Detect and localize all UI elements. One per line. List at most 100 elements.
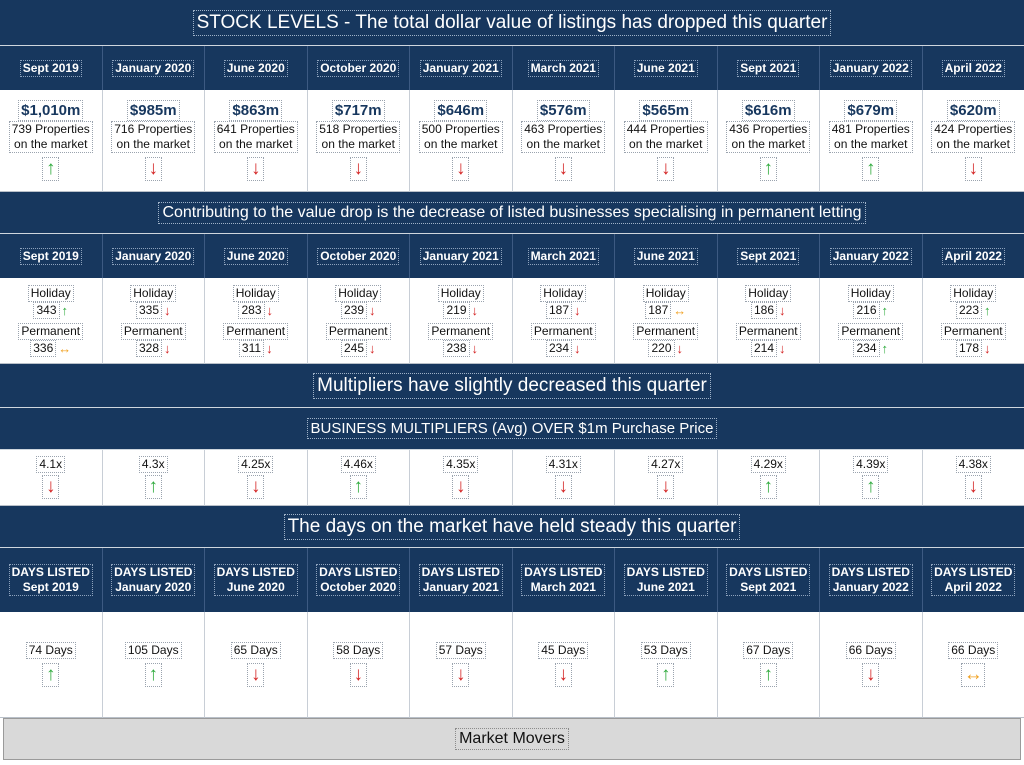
stock-period-header: June 2021 xyxy=(615,46,718,90)
trend-arrow-icon: ↓ xyxy=(247,157,265,181)
multiplier-value: 4.1x xyxy=(36,456,66,473)
multiplier-value: 4.38x xyxy=(955,456,991,473)
permanent-label: Permanent xyxy=(633,322,699,340)
days-period-header: DAYS LISTED Sept 2021 xyxy=(717,548,820,612)
businesses-period-label: Sept 2021 xyxy=(737,247,800,265)
businesses-cell: Holiday 219 ↓ Permanent 238 ↓ xyxy=(410,278,513,364)
trend-arrow-icon: ↓ xyxy=(164,302,171,318)
multiplier-cell: 4.31x ↓ xyxy=(512,450,615,506)
trend-arrow-icon: ↓ xyxy=(574,340,581,356)
businesses-period-label: January 2021 xyxy=(419,247,502,265)
trend-arrow-icon: ↓ xyxy=(164,340,171,356)
stock-period-label: January 2020 xyxy=(112,59,195,77)
listing-value: $576m xyxy=(536,100,590,121)
trend-arrow-icon: ↓ xyxy=(862,663,880,687)
stock-period-header: March 2021 xyxy=(512,46,615,90)
trend-arrow-icon: ↓ xyxy=(247,663,265,687)
days-period-header: DAYS LISTED April 2022 xyxy=(922,548,1024,612)
market-movers-label: Market Movers xyxy=(455,728,569,750)
businesses-period-header: June 2020 xyxy=(205,234,308,278)
businesses-period-header: March 2021 xyxy=(512,234,615,278)
properties-count: 481 Properties on the market xyxy=(828,121,913,153)
permanent-label: Permanent xyxy=(428,322,494,340)
multipliers-title: Multipliers have slightly decreased this… xyxy=(313,372,711,399)
trend-arrow-icon: ↑ xyxy=(759,475,777,499)
holiday-count: 186 ↓ xyxy=(750,301,786,319)
stock-period-header: October 2020 xyxy=(307,46,410,90)
trend-arrow-icon: ↑ xyxy=(862,157,880,181)
businesses-period-header: Sept 2021 xyxy=(717,234,820,278)
businesses-title-band: Contributing to the value drop is the de… xyxy=(0,192,1024,234)
multiplier-cell: 4.29x ↑ xyxy=(717,450,820,506)
multiplier-cell: 4.27x ↓ xyxy=(615,450,718,506)
businesses-period-header: April 2022 xyxy=(922,234,1024,278)
permanent-count: 178 ↓ xyxy=(955,339,991,357)
properties-count: 739 Properties on the market xyxy=(8,121,93,153)
days-cell: 58 Days ↓ xyxy=(307,612,410,718)
permanent-count: 336 ↔ xyxy=(30,339,72,357)
stock-levels-title-band: STOCK LEVELS - The total dollar value of… xyxy=(0,0,1024,46)
permanent-label: Permanent xyxy=(530,322,596,340)
stock-cell: $576m 463 Properties on the market ↓ xyxy=(512,90,615,192)
trend-arrow-icon: ↔ xyxy=(961,663,986,687)
days-title: The days on the market have held steady … xyxy=(283,513,741,540)
properties-count: 716 Properties on the market xyxy=(111,121,196,153)
holiday-label: Holiday xyxy=(847,284,894,302)
properties-count: 444 Properties on the market xyxy=(623,121,708,153)
trend-arrow-icon: ↑ xyxy=(881,302,889,318)
holiday-label: Holiday xyxy=(745,284,792,302)
trend-arrow-icon: ↑ xyxy=(144,475,162,499)
holiday-count: 187 ↓ xyxy=(545,301,581,319)
businesses-cell: Holiday 187 ↔ Permanent 220 ↓ xyxy=(615,278,718,364)
trend-arrow-icon: ↓ xyxy=(452,157,470,181)
multipliers-subtitle-band: BUSINESS MULTIPLIERS (Avg) OVER $1m Purc… xyxy=(0,408,1024,450)
multiplier-value: 4.29x xyxy=(750,456,786,473)
businesses-cell: Holiday 223 ↑ Permanent 178 ↓ xyxy=(922,278,1024,364)
days-value: 45 Days xyxy=(538,642,589,659)
days-period-label: DAYS LISTED January 2021 xyxy=(418,564,503,596)
holiday-label: Holiday xyxy=(642,284,689,302)
multipliers-title-band: Multipliers have slightly decreased this… xyxy=(0,364,1024,408)
market-movers-section[interactable]: Market Movers xyxy=(3,718,1021,760)
trend-arrow-icon: ↑ xyxy=(759,663,777,687)
businesses-period-header-row: Sept 2019 January 2020 June 2020 October… xyxy=(0,234,1024,278)
trend-arrow-icon: ↓ xyxy=(779,340,786,356)
multiplier-cell: 4.38x ↓ xyxy=(922,450,1024,506)
stock-period-label: Sept 2019 xyxy=(19,59,82,77)
days-values-row: 74 Days ↑ 105 Days ↑ 65 Days ↓ 58 Days ↓ 57 … xyxy=(0,612,1024,718)
trend-arrow-icon: ↔ xyxy=(58,340,72,356)
listing-value: $646m xyxy=(434,100,488,121)
days-cell: 45 Days ↓ xyxy=(512,612,615,718)
trend-arrow-icon: ↑ xyxy=(862,475,880,499)
trend-arrow-icon: ↓ xyxy=(471,302,479,318)
businesses-period-label: January 2022 xyxy=(829,247,912,265)
days-period-header: DAYS LISTED Sept 2019 xyxy=(0,548,103,612)
properties-count: 436 Properties on the market xyxy=(726,121,811,153)
businesses-period-header: June 2021 xyxy=(615,234,718,278)
trend-arrow-icon: ↑ xyxy=(881,340,889,356)
stock-cell: $863m 641 Properties on the market ↓ xyxy=(205,90,308,192)
stock-period-header: April 2022 xyxy=(922,46,1024,90)
stock-period-label: June 2020 xyxy=(223,59,288,77)
listing-value: $985m xyxy=(126,100,180,121)
days-title-band: The days on the market have held steady … xyxy=(0,506,1024,548)
trend-arrow-icon: ↓ xyxy=(779,302,786,318)
multiplier-cell: 4.46x ↑ xyxy=(307,450,410,506)
trend-arrow-icon: ↓ xyxy=(676,340,684,356)
days-period-header: DAYS LISTED June 2020 xyxy=(205,548,308,612)
properties-count: 518 Properties on the market xyxy=(316,121,401,153)
trend-arrow-icon: ↓ xyxy=(657,475,675,499)
properties-count: 641 Properties on the market xyxy=(213,121,298,153)
trend-arrow-icon: ↓ xyxy=(574,302,581,318)
days-period-header: DAYS LISTED June 2021 xyxy=(615,548,718,612)
stock-period-label: January 2022 xyxy=(829,59,912,77)
days-cell: 65 Days ↓ xyxy=(205,612,308,718)
stock-period-label: January 2021 xyxy=(419,59,502,77)
trend-arrow-icon: ↓ xyxy=(964,475,982,499)
stock-period-label: March 2021 xyxy=(527,59,599,77)
trend-arrow-icon: ↓ xyxy=(266,302,274,318)
businesses-period-label: March 2021 xyxy=(527,247,599,265)
trend-arrow-icon: ↓ xyxy=(349,157,367,181)
stock-period-label: June 2021 xyxy=(633,59,698,77)
